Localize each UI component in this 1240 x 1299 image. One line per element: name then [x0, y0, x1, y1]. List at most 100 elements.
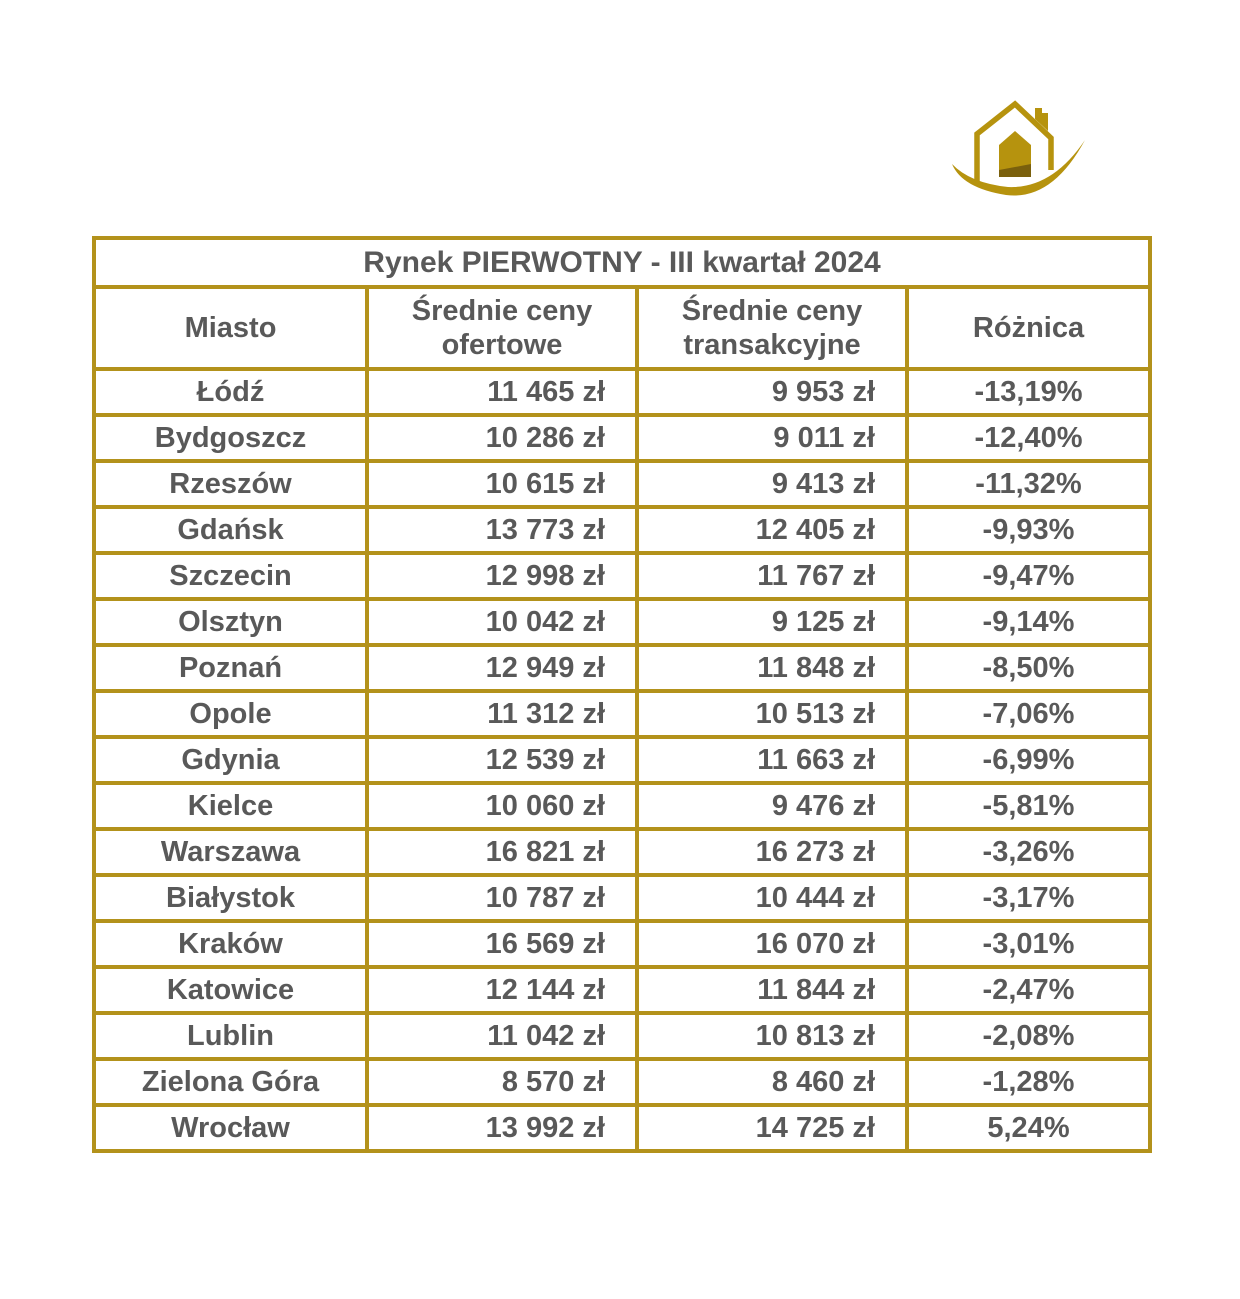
transaction-price-cell: 9 413 zł — [635, 459, 909, 509]
offer-price-cell: 12 949 zł — [365, 643, 639, 693]
transaction-price-cell: 11 767 zł — [635, 551, 909, 601]
offer-price-cell: 12 539 zł — [365, 735, 639, 785]
table-body: Łódź 11 465 zł 9 953 zł -13,19% Bydgoszcz 10 … — [92, 367, 1152, 1153]
transaction-price-cell: 16 070 zł — [635, 919, 909, 969]
transaction-price-cell: 11 848 zł — [635, 643, 909, 693]
transaction-price-cell: 9 953 zł — [635, 367, 909, 417]
offer-price-cell: 16 821 zł — [365, 827, 639, 877]
difference-cell: -3,26% — [905, 827, 1152, 877]
difference-cell: 5,24% — [905, 1103, 1152, 1153]
inner-house-base — [999, 164, 1031, 177]
table-row: Wrocław 13 992 zł 14 725 zł 5,24% — [92, 1103, 1152, 1153]
table-title-row: Rynek PIERWOTNY - III kwartał 2024 — [92, 236, 1152, 289]
difference-cell: -2,47% — [905, 965, 1152, 1015]
table-title: Rynek PIERWOTNY - III kwartał 2024 — [92, 236, 1152, 289]
table-row: Kielce 10 060 zł 9 476 zł -5,81% — [92, 781, 1152, 831]
table-header-row: Miasto Średnie ceny ofertowe Średnie cen… — [92, 285, 1152, 371]
transaction-price-cell: 14 725 zł — [635, 1103, 909, 1153]
city-cell: Opole — [92, 689, 369, 739]
table-row: Szczecin 12 998 zł 11 767 zł -9,47% — [92, 551, 1152, 601]
offer-price-cell: 12 144 zł — [365, 965, 639, 1015]
transaction-price-cell: 8 460 zł — [635, 1057, 909, 1107]
difference-cell: -7,06% — [905, 689, 1152, 739]
city-cell: Warszawa — [92, 827, 369, 877]
transaction-price-cell: 16 273 zł — [635, 827, 909, 877]
city-cell: Bydgoszcz — [92, 413, 369, 463]
table-row: Katowice 12 144 zł 11 844 zł -2,47% — [92, 965, 1152, 1015]
transaction-price-cell: 9 476 zł — [635, 781, 909, 831]
difference-cell: -1,28% — [905, 1057, 1152, 1107]
difference-cell: -9,93% — [905, 505, 1152, 555]
offer-price-cell: 10 286 zł — [365, 413, 639, 463]
offer-price-cell: 12 998 zł — [365, 551, 639, 601]
offer-price-cell: 8 570 zł — [365, 1057, 639, 1107]
house-outline — [974, 100, 1054, 184]
table-row: Gdynia 12 539 zł 11 663 zł -6,99% — [92, 735, 1152, 785]
offer-price-cell: 11 465 zł — [365, 367, 639, 417]
offer-price-cell: 11 042 zł — [365, 1011, 639, 1061]
transaction-price-cell: 9 011 zł — [635, 413, 909, 463]
difference-cell: -11,32% — [905, 459, 1152, 509]
column-header-transaction-price: Średnie ceny transakcyjne — [635, 285, 909, 371]
table-row: Olsztyn 10 042 zł 9 125 zł -9,14% — [92, 597, 1152, 647]
offer-price-cell: 13 992 zł — [365, 1103, 639, 1153]
table-row: Zielona Góra 8 570 zł 8 460 zł -1,28% — [92, 1057, 1152, 1107]
city-cell: Szczecin — [92, 551, 369, 601]
offer-price-cell: 16 569 zł — [365, 919, 639, 969]
offer-price-cell: 10 615 zł — [365, 459, 639, 509]
offer-price-cell: 13 773 zł — [365, 505, 639, 555]
offer-price-cell: 11 312 zł — [365, 689, 639, 739]
house-logo-icon — [952, 100, 1085, 196]
difference-cell: -3,01% — [905, 919, 1152, 969]
transaction-price-cell: 11 663 zł — [635, 735, 909, 785]
city-cell: Zielona Góra — [92, 1057, 369, 1107]
table-row: Lublin 11 042 zł 10 813 zł -2,08% — [92, 1011, 1152, 1061]
difference-cell: -13,19% — [905, 367, 1152, 417]
transaction-price-cell: 10 813 zł — [635, 1011, 909, 1061]
city-cell: Łódź — [92, 367, 369, 417]
city-cell: Białystok — [92, 873, 369, 923]
difference-cell: -9,14% — [905, 597, 1152, 647]
table-row: Rzeszów 10 615 zł 9 413 zł -11,32% — [92, 459, 1152, 509]
difference-cell: -3,17% — [905, 873, 1152, 923]
column-header-difference: Różnica — [905, 285, 1152, 371]
city-cell: Katowice — [92, 965, 369, 1015]
transaction-price-cell: 10 444 zł — [635, 873, 909, 923]
difference-cell: -8,50% — [905, 643, 1152, 693]
offer-price-cell: 10 042 zł — [365, 597, 639, 647]
column-header-offer-price: Średnie ceny ofertowe — [365, 285, 639, 371]
table-row: Poznań 12 949 zł 11 848 zł -8,50% — [92, 643, 1152, 693]
offer-price-cell: 10 787 zł — [365, 873, 639, 923]
difference-cell: -9,47% — [905, 551, 1152, 601]
city-cell: Olsztyn — [92, 597, 369, 647]
table-row: Opole 11 312 zł 10 513 zł -7,06% — [92, 689, 1152, 739]
transaction-price-cell: 9 125 zł — [635, 597, 909, 647]
orbit-swoosh — [952, 140, 1085, 196]
difference-cell: -2,08% — [905, 1011, 1152, 1061]
city-cell: Rzeszów — [92, 459, 369, 509]
transaction-price-cell: 11 844 zł — [635, 965, 909, 1015]
offer-price-cell: 10 060 zł — [365, 781, 639, 831]
table-row: Kraków 16 569 zł 16 070 zł -3,01% — [92, 919, 1152, 969]
table-row: Białystok 10 787 zł 10 444 zł -3,17% — [92, 873, 1152, 923]
chimney-shape — [1035, 108, 1048, 131]
difference-cell: -6,99% — [905, 735, 1152, 785]
column-header-city: Miasto — [92, 285, 369, 371]
table-row: Bydgoszcz 10 286 zł 9 011 zł -12,40% — [92, 413, 1152, 463]
city-cell: Wrocław — [92, 1103, 369, 1153]
difference-cell: -12,40% — [905, 413, 1152, 463]
city-cell: Gdańsk — [92, 505, 369, 555]
price-table: Rynek PIERWOTNY - III kwartał 2024 Miast… — [92, 236, 1152, 1153]
table-row: Gdańsk 13 773 zł 12 405 zł -9,93% — [92, 505, 1152, 555]
city-cell: Kielce — [92, 781, 369, 831]
city-cell: Poznań — [92, 643, 369, 693]
city-cell: Kraków — [92, 919, 369, 969]
table-row: Łódź 11 465 zł 9 953 zł -13,19% — [92, 367, 1152, 417]
difference-cell: -5,81% — [905, 781, 1152, 831]
transaction-price-cell: 10 513 zł — [635, 689, 909, 739]
transaction-price-cell: 12 405 zł — [635, 505, 909, 555]
city-cell: Lublin — [92, 1011, 369, 1061]
city-cell: Gdynia — [92, 735, 369, 785]
table-row: Warszawa 16 821 zł 16 273 zł -3,26% — [92, 827, 1152, 877]
